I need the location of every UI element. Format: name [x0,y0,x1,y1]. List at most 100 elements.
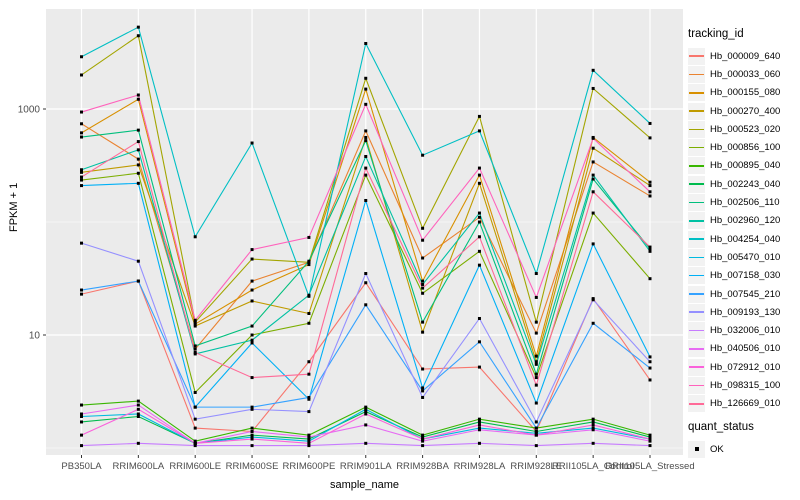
data-point [364,154,368,158]
data-point [364,303,368,307]
legend-item: Hb_032006_010 [688,321,798,340]
legend-item: Hb_002960_120 [688,212,798,230]
data-point [80,135,83,139]
legend-item: Hb_000155_080 [688,84,798,102]
data-point [591,211,595,215]
data-point [591,298,595,302]
data-point [136,163,140,167]
data-point [364,102,368,106]
legend-item: Hb_005470_010 [688,248,798,266]
data-point [648,180,652,184]
legend-item: Hb_000523_020 [688,120,798,138]
data-point [307,372,311,376]
data-point [534,331,538,335]
legend-item: Hb_000895_040 [688,157,798,175]
data-point [80,184,83,188]
data-point [136,441,140,445]
data-point [591,242,595,246]
data-point [534,272,538,276]
data-point [534,360,538,364]
data-point [421,367,425,371]
legend-item-label: Hb_072912_010 [710,361,781,373]
data-point [364,412,368,416]
data-point [136,171,140,175]
data-point [648,245,652,249]
data-point [591,190,595,194]
data-point [136,93,140,97]
legend-item-label: Hb_000033_060 [710,68,781,80]
legend-item-label: Hb_000270_400 [710,105,781,117]
legend-item: Hb_000856_100 [688,138,798,157]
legend-key-line-icon [688,139,705,157]
data-point [193,444,197,448]
data-point [193,417,197,421]
legend-key-line-icon [688,65,705,83]
data-point [477,249,481,253]
data-point [534,320,538,324]
legend-key-line-icon [688,358,705,376]
legend-item-label: Hb_000009_640 [710,50,781,62]
data-point [534,426,538,430]
data-point [364,166,368,170]
x-tick-label: PB350LA [61,461,102,472]
data-point [307,433,311,437]
x-tick-label: RRIM928LE [510,461,562,472]
data-point [136,140,140,144]
data-point [477,166,481,170]
legend-item: Hb_000270_400 [688,102,798,120]
data-point [250,341,254,345]
data-point [648,437,652,441]
data-point [477,215,481,219]
data-point [193,439,197,443]
data-point [80,403,83,407]
data-point [648,190,652,194]
data-point [80,170,83,174]
data-point [307,410,311,414]
data-point [193,235,197,239]
data-point [421,386,425,390]
data-point [250,141,254,145]
data-point [421,279,425,283]
data-point [477,365,481,369]
data-point [534,372,538,376]
data-point [591,173,595,177]
data-point [193,426,197,430]
legend-quant-status: quant_status OK [688,421,798,458]
legend-key-line-icon [688,267,705,285]
data-point [193,390,197,394]
y-axis-title: FPKM + 1 [8,182,20,232]
legend-item-label: Hb_007545_210 [710,288,781,300]
data-point [421,286,425,290]
panel-background [46,9,683,455]
data-point [250,433,254,437]
data-point [307,263,311,267]
data-point [136,415,140,419]
data-point [364,281,368,285]
data-point [534,431,538,435]
data-point [307,259,311,263]
data-point [477,129,481,133]
data-point [534,362,538,366]
x-tick-label: RRIM600SE [226,461,279,472]
data-point [136,279,140,283]
data-point [421,282,425,286]
data-point [193,405,197,409]
data-point [421,238,425,242]
legend-item-label: Hb_098315_100 [710,379,781,391]
data-point [421,389,425,393]
data-point [364,198,368,202]
legend-item-label: Hb_000895_040 [710,160,781,172]
data-point [534,444,538,448]
x-tick-label: RRII105LA_Control [552,461,634,472]
data-point [136,181,140,185]
legend-tracking-id: tracking_id Hb_000009_640 Hb_000033_060 Hb… [688,28,798,458]
data-point [477,417,481,421]
data-point [250,407,254,411]
data-point [591,423,595,427]
data-point [477,420,481,424]
data-point [591,160,595,164]
legend-item: Hb_007545_210 [688,285,798,303]
legend-item-label: Hb_000155_080 [710,87,781,99]
data-point [421,395,425,399]
axis-ticks [43,108,651,458]
